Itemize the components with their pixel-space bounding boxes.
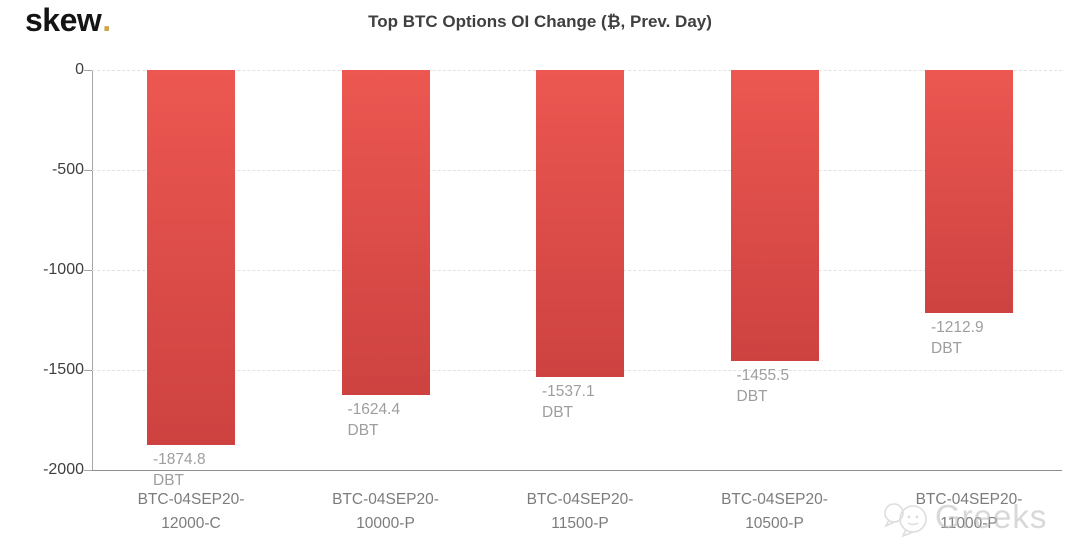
- x-category-label-line: BTC-04SEP20-: [721, 491, 828, 508]
- y-tick-label: -2000: [43, 461, 84, 478]
- y-axis-tick: [84, 270, 92, 271]
- plot-area: 0 -500 -1000 -1500 -2000 -1874.8 DBT BTC-04SEP2…: [43, 61, 1062, 532]
- x-category-label-line: BTC-04SEP20-: [332, 491, 439, 508]
- logo-text: skew: [25, 2, 102, 38]
- bar-value: -1874.8: [153, 450, 206, 468]
- bar-value: -1455.5: [736, 367, 790, 385]
- skew-logo: skew.: [25, 2, 111, 39]
- y-axis-tick: [84, 470, 92, 471]
- bar-value-label: -1624.4 DBT: [348, 399, 401, 441]
- bar-value: -1624.4: [347, 400, 401, 418]
- x-category-label: BTC-04SEP20- 10500-P: [675, 488, 875, 536]
- x-category-label: BTC-04SEP20- 12000-C: [91, 488, 291, 536]
- bar-BTC-04SEP20-11000-P[interactable]: [925, 70, 1013, 313]
- y-tick-label: -1000: [43, 261, 84, 278]
- y-axis-tick: [84, 70, 92, 71]
- y-axis-tick: [84, 370, 92, 371]
- y-tick-label: 0: [75, 61, 84, 78]
- chart-title: Top BTC Options OI Change (₿, Prev. Day): [368, 12, 712, 31]
- bar-value-label: -1212.9 DBT: [931, 317, 984, 359]
- x-category-label-line: 10000-P: [356, 515, 415, 532]
- bar-BTC-04SEP20-11500-P[interactable]: [536, 70, 624, 378]
- y-tick-label: -1500: [43, 361, 84, 378]
- x-category-label: BTC-04SEP20- 11000-P: [869, 488, 1069, 536]
- x-category-label-line: 10500-P: [745, 515, 804, 532]
- y-axis-tick: [84, 170, 92, 171]
- logo-dot: .: [102, 2, 111, 38]
- bar-value-label: -1874.8 DBT: [153, 449, 206, 491]
- x-category-label: BTC-04SEP20- 11500-P: [480, 488, 680, 536]
- x-axis-line: [92, 470, 1062, 471]
- bar-unit: DBT: [542, 404, 573, 422]
- x-category-label: BTC-04SEP20- 10000-P: [286, 488, 486, 536]
- x-category-label-line: BTC-04SEP20-: [526, 491, 634, 508]
- bar-BTC-04SEP20-10000-P[interactable]: [341, 70, 430, 395]
- bar-BTC-04SEP20-10500-P[interactable]: [730, 70, 819, 362]
- bar-unit: DBT: [931, 339, 962, 357]
- x-category-label-line: 11500-P: [551, 515, 609, 532]
- bar-value: -1212.9: [931, 318, 984, 336]
- x-category-label-line: BTC-04SEP20-: [137, 491, 245, 508]
- bar-BTC-04SEP20-12000-C[interactable]: [147, 70, 235, 445]
- bar-value-label: -1455.5 DBT: [737, 365, 790, 407]
- x-category-label-line: BTC-04SEP20-: [915, 491, 1023, 508]
- x-category-label-line: 12000-C: [161, 515, 221, 532]
- bar-unit: DBT: [347, 421, 379, 439]
- bar-unit: DBT: [153, 471, 184, 489]
- x-category-label-line: 11000-P: [940, 515, 998, 532]
- bar-value-label: -1537.1 DBT: [542, 381, 595, 423]
- bar-unit: DBT: [736, 388, 768, 406]
- y-tick-label: -500: [51, 161, 84, 178]
- bar-value: -1537.1: [542, 383, 595, 401]
